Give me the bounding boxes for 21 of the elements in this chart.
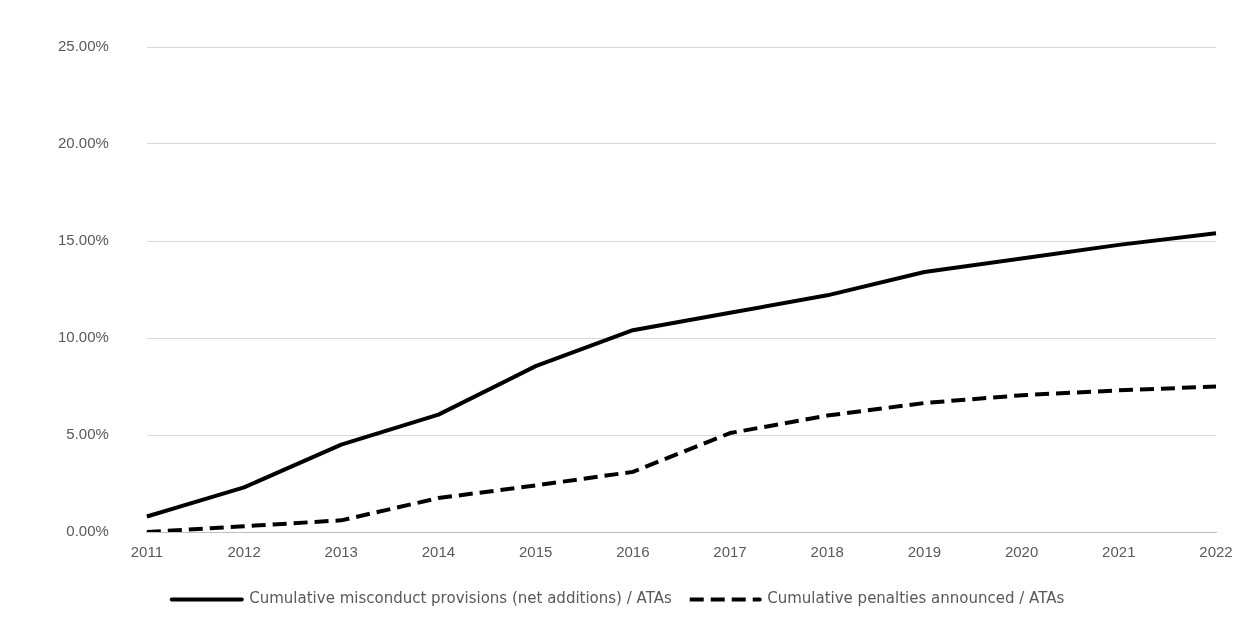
x-tick-label: 2019 (907, 543, 942, 561)
y-tick-label: 25.00% (58, 37, 109, 55)
x-tick-label: 2012 (227, 543, 261, 561)
y-tick-label: 0.00% (66, 522, 109, 540)
line-series (144, 384, 1218, 532)
x-tick-label: 2013 (324, 543, 358, 561)
x-tick-label: 2011 (130, 543, 164, 561)
x-tick-label: 2021 (1102, 543, 1136, 561)
x-tick-label: 2018 (810, 543, 844, 561)
x-tick-label: 2015 (518, 543, 553, 561)
x-tick-label: 2016 (616, 543, 650, 561)
x-tick-label: 2014 (421, 543, 456, 561)
legend-label: Cumulative misconduct provisions (net additions) / ATAs (249, 589, 672, 608)
y-tick-label: 5.00% (66, 425, 109, 443)
x-tick-label: 2022 (1199, 543, 1233, 561)
x-tick-label: 2017 (713, 543, 747, 561)
y-tick-label: 15.00% (58, 231, 109, 249)
y-tick-label: 20.00% (58, 134, 109, 152)
x-tick-label: 2020 (1004, 543, 1039, 561)
y-tick-label: 10.00% (58, 328, 109, 346)
legend-label: Cumulative penalties announced / ATAs (767, 589, 1065, 608)
